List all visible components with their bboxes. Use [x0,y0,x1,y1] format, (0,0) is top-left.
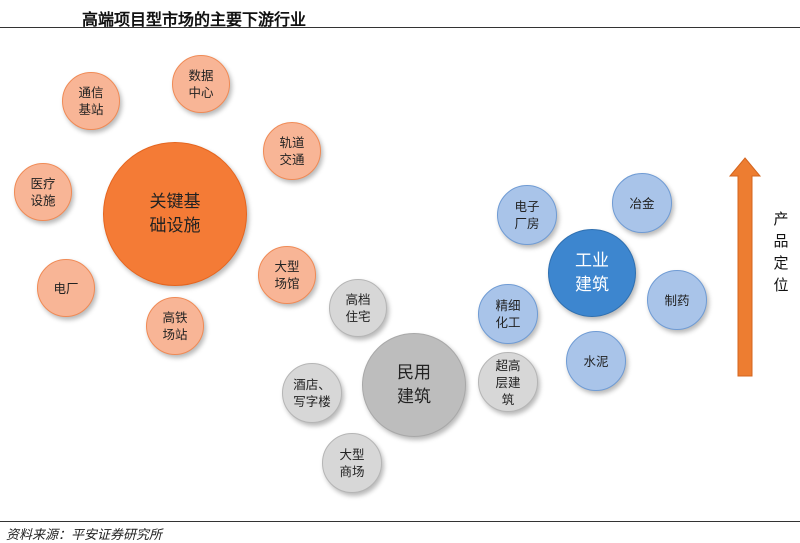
node-rail-transit: 轨道 交通 [263,122,321,180]
node-electronics-plant: 电子 厂房 [497,185,557,245]
node-civil-buildings: 民用 建筑 [362,333,466,437]
diagram-title: 高端项目型市场的主要下游行业 [82,10,307,29]
arrow-label: 产 品 定 位 [773,210,789,294]
node-key-infrastructure: 关键基 础设施 [103,142,247,286]
node-medical-facility: 医疗 设施 [14,163,72,221]
node-luxury-residence: 高档 住宅 [329,279,387,337]
node-metallurgy: 冶金 [612,173,672,233]
node-pharmaceutical: 制药 [647,270,707,330]
node-hotel-office: 酒店、 写字楼 [282,363,342,423]
node-super-high-rise: 超高 层建 筑 [478,352,538,412]
node-shopping-mall: 大型 商场 [322,433,382,493]
node-data-center: 数据 中心 [172,55,230,113]
node-fine-chemical: 精细 化工 [478,284,538,344]
bottom-rule [0,521,800,522]
node-industrial-buildings: 工业 建筑 [548,229,636,317]
node-telecom-base-station: 通信 基站 [62,72,120,130]
source-note: 资料来源：平安证券研究所 [6,528,163,543]
node-cement: 水泥 [566,331,626,391]
top-rule [0,27,800,28]
node-high-speed-rail-station: 高铁 场站 [146,297,204,355]
node-power-plant: 电厂 [37,259,95,317]
node-large-venue: 大型 场馆 [258,246,316,304]
